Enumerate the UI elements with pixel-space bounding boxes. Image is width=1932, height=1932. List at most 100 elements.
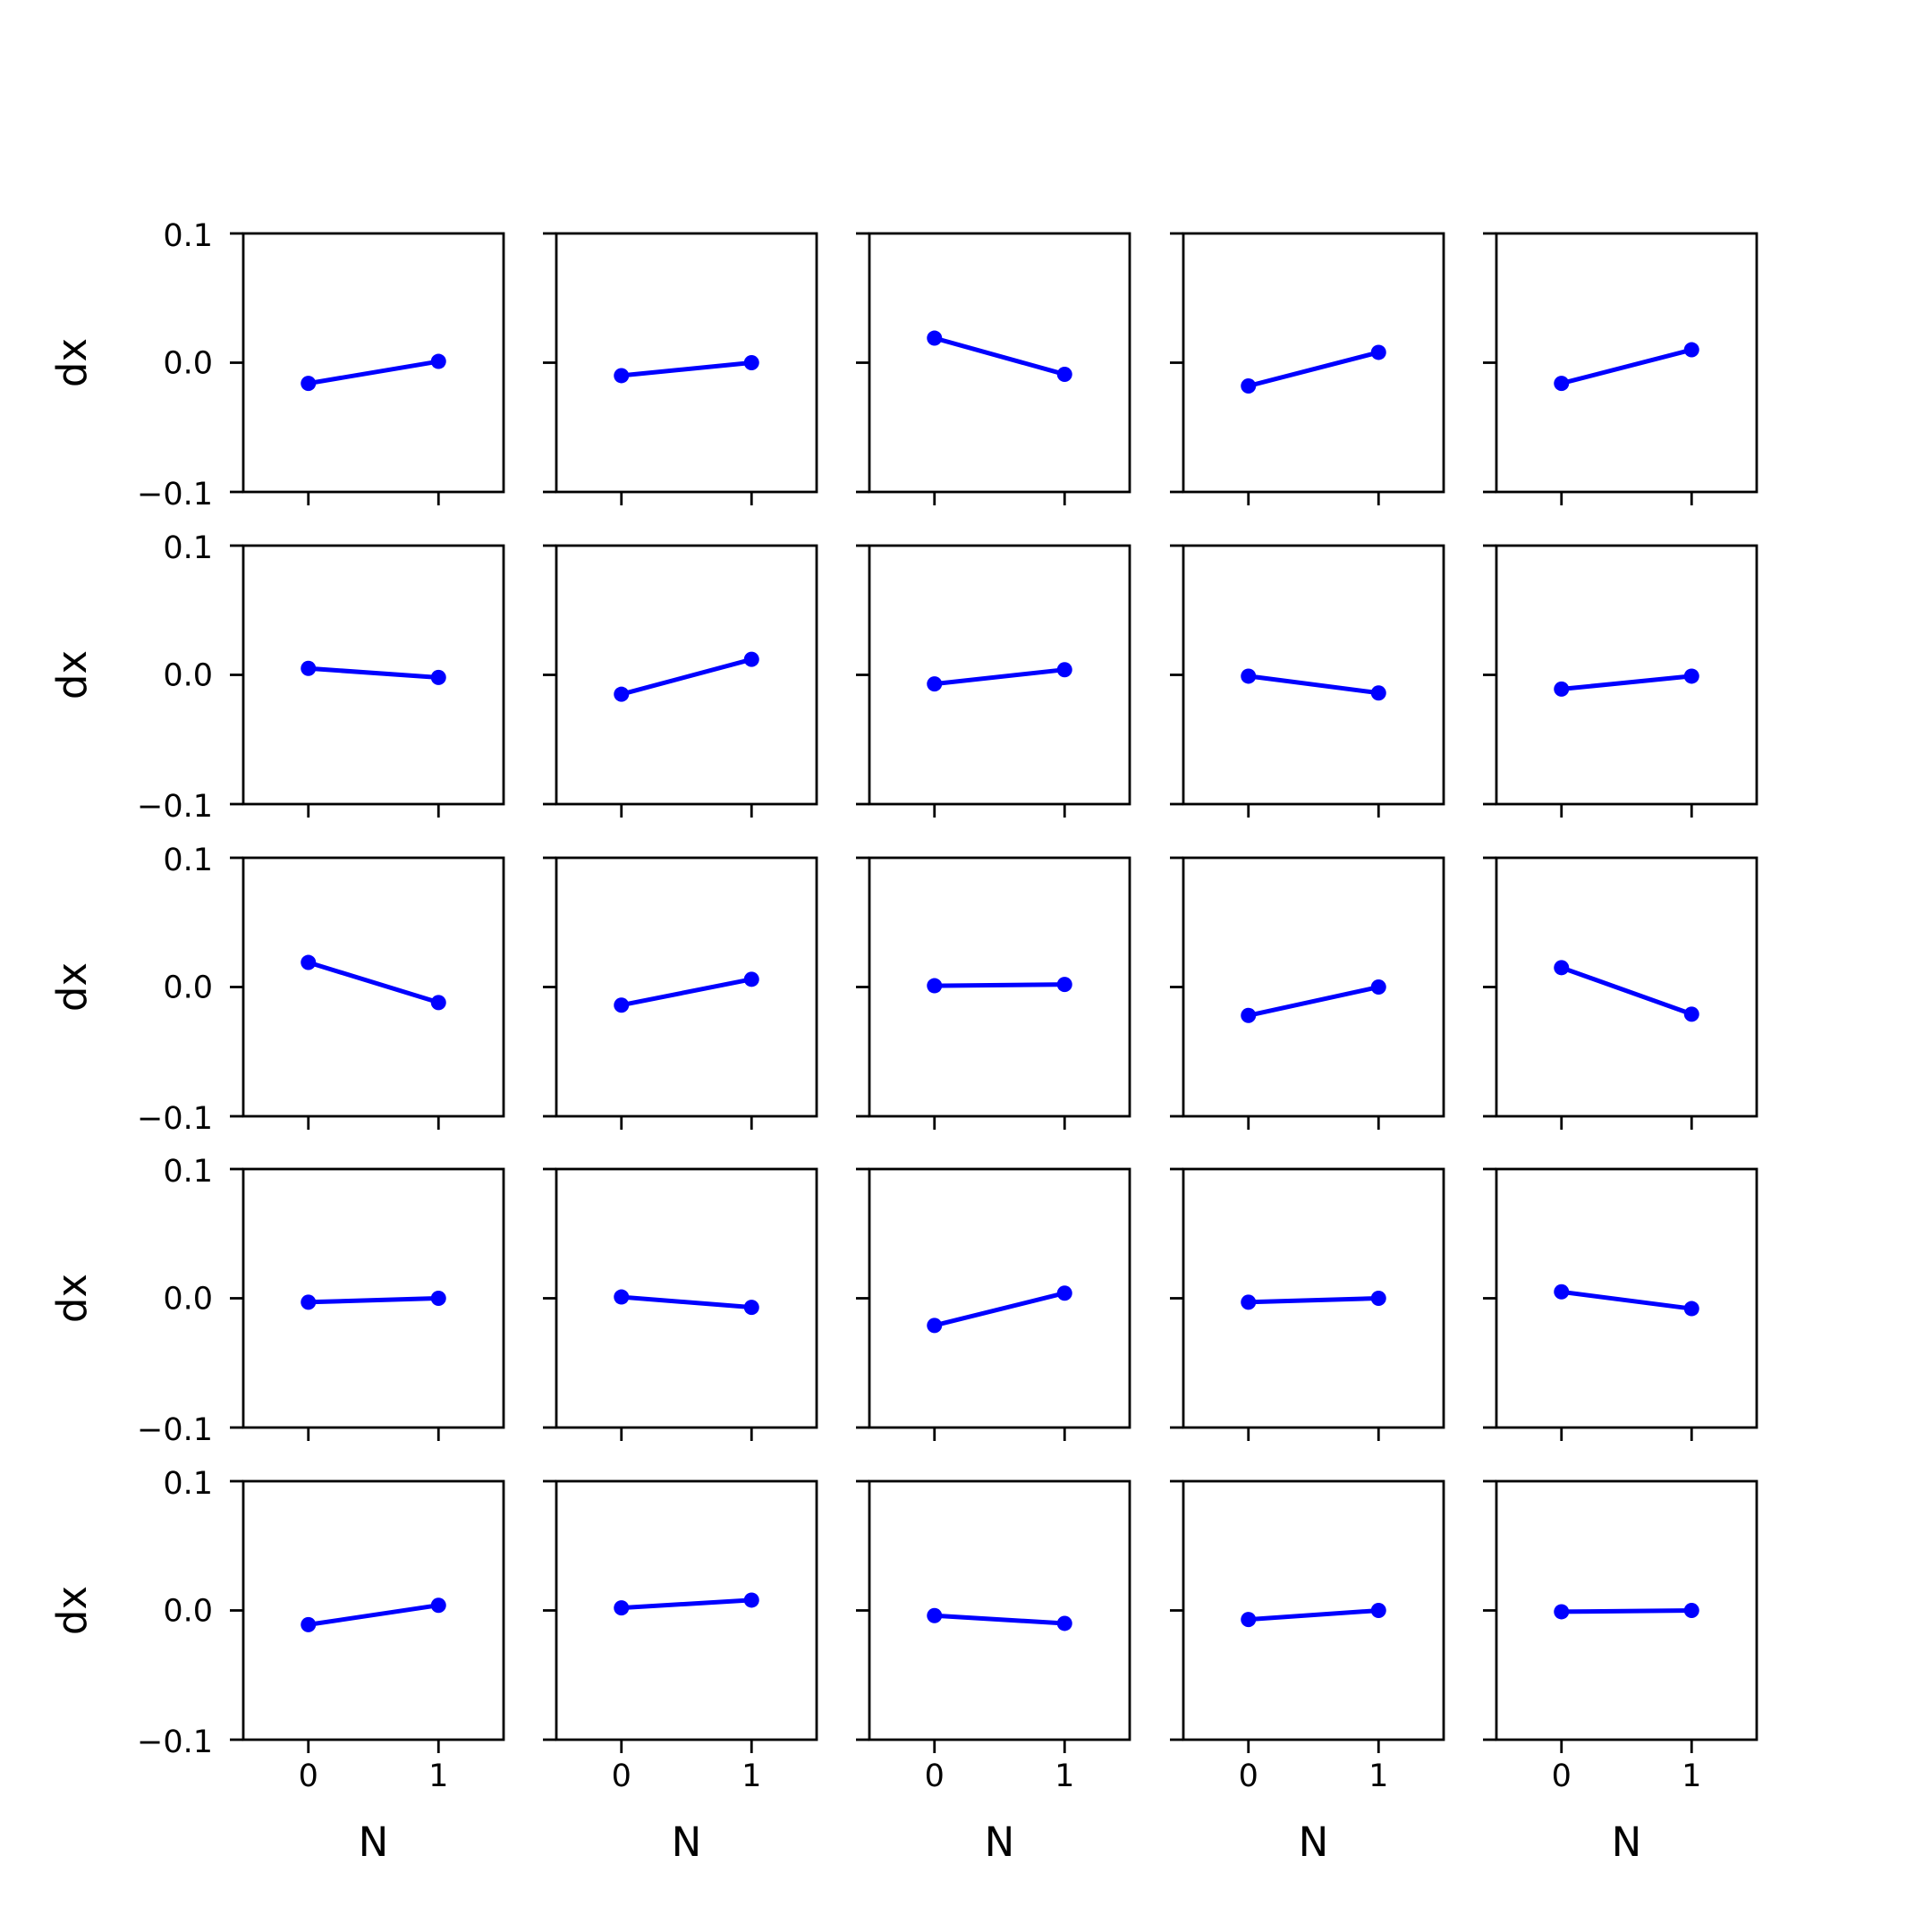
data-point: [927, 1607, 943, 1623]
x-tick-label: 0: [1239, 1758, 1258, 1794]
axes-frame: [1495, 1167, 1758, 1429]
y-tick-label: −0.1: [137, 1101, 213, 1137]
panel-r2-c1: 0.1 0.0 −0.1 dx: [48, 530, 505, 825]
data-point: [1554, 960, 1570, 976]
y-tick-label: 0.1: [163, 1154, 213, 1190]
x-tick-label: 0: [299, 1758, 318, 1794]
series-line: [619, 360, 755, 378]
x-tick-label: 1: [428, 1758, 448, 1794]
x-axis-label: N: [1299, 1818, 1329, 1866]
data-point: [1241, 1612, 1257, 1628]
y-tick-label: 0.0: [163, 1282, 213, 1318]
panel-r3-c4: [1170, 856, 1445, 1130]
data-point: [1370, 1291, 1386, 1306]
data-point: [927, 676, 943, 692]
data-point: [1683, 1006, 1699, 1022]
data-point: [614, 368, 630, 384]
panel-r4-c3: [856, 1167, 1131, 1441]
data-point: [927, 1318, 943, 1334]
series-line: [1559, 1607, 1694, 1614]
series-line: [931, 1290, 1068, 1328]
data-point: [614, 686, 630, 702]
data-point: [927, 330, 943, 346]
y-tick-label: 0.1: [163, 1466, 213, 1502]
panel-r5-c4: 0 1 N: [1170, 1479, 1445, 1866]
panel-r3-c2: [543, 856, 818, 1130]
series-line: [931, 335, 1068, 377]
x-tick-label: 0: [925, 1758, 945, 1794]
x-axis-label: N: [359, 1818, 389, 1866]
y-tick-label: 0.0: [163, 970, 213, 1006]
data-point: [430, 353, 446, 369]
y-tick-label: −0.1: [137, 1724, 213, 1760]
series-line: [1246, 674, 1382, 696]
data-point: [1370, 979, 1386, 995]
data-point: [1241, 378, 1257, 394]
data-point: [1554, 1604, 1570, 1620]
data-point: [1683, 668, 1699, 684]
series-line: [932, 1613, 1067, 1626]
x-tick-label: 0: [1552, 1758, 1572, 1794]
data-point: [1056, 1615, 1072, 1631]
series-line: [1245, 984, 1382, 1019]
x-axis-label: N: [672, 1818, 702, 1866]
panel-r1-c5: [1483, 232, 1758, 505]
y-axis-label: dx: [48, 650, 96, 699]
y-tick-label: 0.1: [163, 530, 213, 566]
panel-r3-c1: 0.1 0.0 −0.1 dx: [48, 843, 505, 1137]
panel-r3-c3: [856, 856, 1131, 1130]
x-tick-label: 1: [1682, 1758, 1701, 1794]
series-line: [305, 959, 442, 1005]
y-tick-label: 0.0: [163, 346, 213, 382]
axes-frame: [1182, 1479, 1445, 1741]
axes-frame: [242, 1479, 505, 1741]
panel-r2-c3: [856, 544, 1131, 818]
x-axis-label: N: [985, 1818, 1015, 1866]
axes-frame: [868, 856, 1131, 1118]
panel-r4-c5: [1483, 1167, 1758, 1441]
data-point: [614, 1289, 630, 1305]
axes-frame: [1182, 544, 1445, 806]
series-line: [618, 657, 755, 698]
panel-r1-c3: [856, 232, 1131, 505]
x-tick-label: 1: [1368, 1758, 1388, 1794]
data-point: [1554, 1284, 1570, 1300]
axes-frame: [868, 1479, 1131, 1741]
data-point: [1370, 1603, 1386, 1618]
panel-r5-c1: 0 1 0.1 0.0 −0.1 dx N: [48, 1466, 505, 1866]
panel-r2-c2: [543, 544, 818, 818]
x-axis-label: N: [1612, 1818, 1642, 1866]
series-line: [619, 1294, 754, 1310]
data-point: [430, 995, 446, 1011]
data-point: [1683, 1603, 1699, 1618]
axes-frame: [1495, 232, 1758, 494]
y-tick-label: −0.1: [137, 789, 213, 825]
axes-frame: [868, 1167, 1131, 1429]
series-line: [1559, 1289, 1695, 1311]
data-point: [1554, 376, 1570, 392]
data-point: [1056, 662, 1072, 678]
y-tick-label: 0.1: [163, 843, 213, 878]
y-tick-label: 0.1: [163, 218, 213, 254]
axes-frame: [868, 232, 1131, 494]
panel-r3-c5: [1483, 856, 1758, 1130]
series-line: [305, 359, 442, 386]
data-point: [1241, 1007, 1257, 1023]
panel-r1-c4: [1170, 232, 1445, 505]
panel-r2-c4: [1170, 544, 1445, 818]
series-line: [1558, 964, 1695, 1017]
y-tick-label: −0.1: [137, 1412, 213, 1448]
axes-frame: [1495, 1479, 1758, 1741]
data-point: [743, 355, 759, 370]
axes-frame: [555, 856, 818, 1118]
panel-r1-c2: [543, 232, 818, 505]
data-point: [301, 376, 317, 392]
data-point: [1056, 1285, 1072, 1301]
series-line: [618, 976, 755, 1008]
data-point: [743, 1300, 759, 1316]
series-line: [1246, 1295, 1381, 1305]
axes-frame: [1495, 544, 1758, 806]
panel-r4-c4: [1170, 1167, 1445, 1441]
series-line: [932, 666, 1068, 687]
